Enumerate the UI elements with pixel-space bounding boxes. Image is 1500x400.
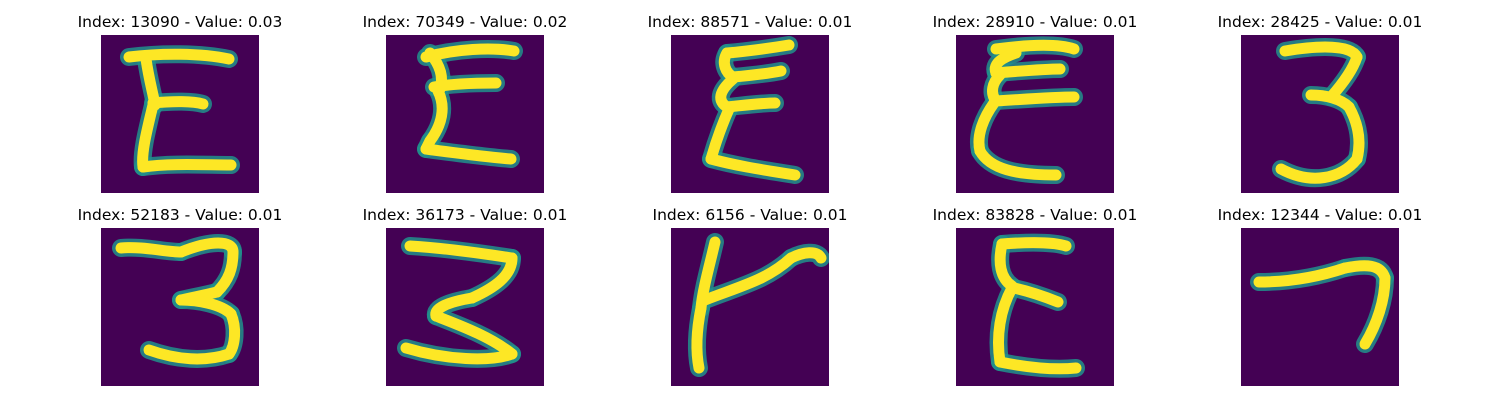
- panel-title: Index: 12344 - Value: 0.01: [1217, 206, 1423, 224]
- digit-image: [386, 35, 544, 193]
- glyph-stroke: [785, 247, 827, 264]
- digit-image: [671, 35, 829, 193]
- digit-image: [1241, 35, 1399, 193]
- glyph-stroke: [404, 240, 518, 264]
- panel-title: Index: 6156 - Value: 0.01: [652, 206, 848, 224]
- glyph-stroke: [993, 282, 1018, 368]
- glyph-stroke: [115, 242, 187, 258]
- digit-glyph: [702, 36, 804, 184]
- glyph-stroke: [990, 91, 1080, 107]
- glyph-stroke: [699, 252, 797, 306]
- glyph-stroke: [727, 65, 787, 83]
- glyph-stroke: [721, 97, 781, 113]
- glyph-stroke: [420, 135, 436, 155]
- digit-glyph: [120, 45, 240, 176]
- glyph-stroke: [705, 153, 801, 181]
- panel-title: Index: 36173 - Value: 0.01: [362, 206, 568, 224]
- digit-image: [386, 228, 544, 386]
- digit-image: [101, 35, 259, 193]
- glyph-stroke: [466, 252, 518, 304]
- glyph-stroke: [143, 344, 235, 365]
- glyph-stroke: [974, 145, 1062, 181]
- panel-title: Index: 83828 - Value: 0.01: [932, 206, 1138, 224]
- glyph-stroke: [994, 356, 1082, 375]
- digit-glyph: [970, 36, 1083, 184]
- panel-title: Index: 70349 - Value: 0.02: [362, 13, 568, 31]
- panel-title: Index: 28425 - Value: 0.01: [1217, 13, 1423, 31]
- glyph-stroke: [420, 143, 517, 165]
- digit-image: [671, 228, 829, 386]
- glyph-stroke: [123, 48, 235, 65]
- glyph-stroke: [990, 63, 1066, 79]
- digit-image: [956, 35, 1114, 193]
- glyph-stroke: [1275, 153, 1363, 184]
- glyph-stroke: [400, 342, 518, 365]
- digit-image: [956, 228, 1114, 386]
- glyph-stroke: [691, 302, 707, 374]
- panel-title: Index: 88571 - Value: 0.01: [647, 13, 853, 31]
- glyph-stroke: [1253, 262, 1351, 288]
- glyph-stroke: [223, 308, 241, 360]
- glyph-stroke: [996, 237, 1072, 252]
- glyph-stroke: [1008, 282, 1064, 308]
- glyph-stroke: [721, 39, 795, 59]
- digit-glyph: [989, 233, 1085, 378]
- glyph-stroke: [990, 39, 1080, 55]
- glyph-stroke: [1359, 272, 1391, 350]
- digit-glyph: [417, 40, 523, 168]
- glyph-stroke: [137, 159, 237, 173]
- panel-title: Index: 28910 - Value: 0.01: [932, 13, 1138, 31]
- panel-title: Index: 13090 - Value: 0.03: [77, 13, 283, 31]
- digit-glyph: [397, 237, 521, 368]
- glyph-stroke: [428, 77, 502, 93]
- digit-image: [101, 228, 259, 386]
- digit-glyph: [687, 233, 829, 377]
- glyph-stroke: [430, 310, 518, 360]
- digit-glyph: [1250, 256, 1394, 353]
- digit-glyph: [1272, 38, 1368, 188]
- panel-title: Index: 52183 - Value: 0.01: [77, 206, 283, 224]
- glyph-stroke: [147, 96, 209, 110]
- digit-image: [1241, 228, 1399, 386]
- digit-glyph: [112, 234, 244, 368]
